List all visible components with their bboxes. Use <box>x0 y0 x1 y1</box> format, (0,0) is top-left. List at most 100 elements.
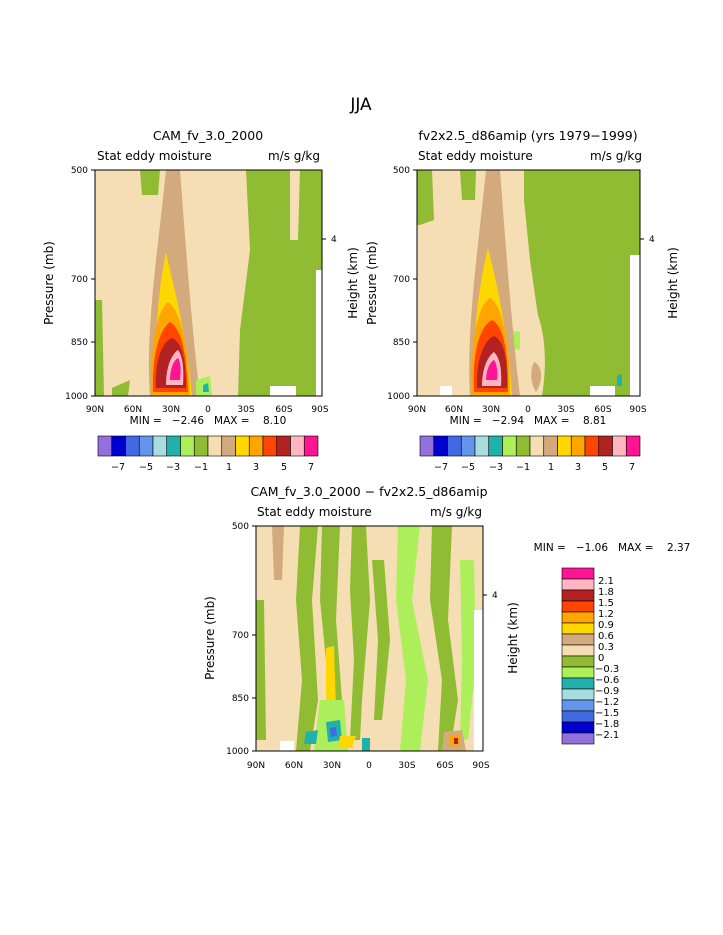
panel-3-xtick-4: 30S <box>398 761 415 771</box>
panel-2-units: m/s g/kg <box>590 149 642 163</box>
panel-3-y2tick-4: 4 <box>492 591 498 601</box>
panel-3-colorbar-swatch-1 <box>561 578 595 591</box>
panel-2-xtick-1: 60N <box>445 405 463 415</box>
panel-1-colorbar-swatch-13 <box>276 435 291 457</box>
panel-2-colorbar-swatch-8 <box>529 435 545 457</box>
panel-3-cbtick-1: 1.8 <box>598 587 614 598</box>
panel-1-cbtick-1: −5 <box>139 462 153 473</box>
panel-1-colorbar-swatch-15 <box>303 435 319 457</box>
panel-1-xtick-0: 90N <box>86 405 104 415</box>
panel-3-colorbar-swatch-6 <box>561 633 595 646</box>
panel-3-xtick-2: 30N <box>323 761 341 771</box>
panel-1-colorbar-swatch-2 <box>125 435 140 457</box>
panel-3-y-ticks: 500 700 850 1000 <box>226 522 256 757</box>
panel-1-units: m/s g/kg <box>268 149 320 163</box>
panel-3-stats: MIN = −1.06 MAX = 2.37 <box>534 542 691 554</box>
panel-3-right-label: Height (km) <box>506 602 520 673</box>
panel-2-ytick-1000: 1000 <box>387 392 410 402</box>
panel-2-x-ticks: 90N 60N 30N 0 30S 60S 90S <box>408 405 647 415</box>
panel-3-cbtick-0: 2.1 <box>598 576 614 587</box>
panel-3-xtick-1: 60N <box>285 761 303 771</box>
panel-1-ytick-1000: 1000 <box>65 392 88 402</box>
panel-1-stats: MIN = −2.46 MAX = 8.10 <box>130 415 287 427</box>
panel-3-ytick-700: 700 <box>232 631 249 641</box>
panel-3-colorbar-swatch-9 <box>561 666 595 679</box>
panel-1-colorbar-swatch-7 <box>193 435 209 457</box>
panel-1-colorbar <box>97 435 319 457</box>
panel-1-y-ticks: 500 700 850 1000 <box>65 166 95 402</box>
panel-3-ytick-1000: 1000 <box>226 747 249 757</box>
panel-1-ytick-700: 700 <box>71 275 88 285</box>
panel-2-colorbar-swatch-3 <box>460 435 476 457</box>
panel-3-xtick-5: 60S <box>436 761 453 771</box>
panel-2-colorbar-swatch-13 <box>598 435 613 457</box>
panel-3-cbtick-13: −1.8 <box>595 719 619 730</box>
panel-1-xtick-2: 30N <box>162 405 180 415</box>
panel-1-colorbar-swatch-5 <box>166 435 181 457</box>
panel-2-stats: MIN = −2.94 MAX = 8.81 <box>450 415 607 427</box>
panel-1-ytick-850: 850 <box>71 338 88 348</box>
panel-3-colorbar-swatch-10 <box>561 677 595 690</box>
panel-1-y2tick-4: 4 <box>331 235 337 245</box>
panel-2-left-label: Stat eddy moisture <box>418 149 533 163</box>
panel-2-cbtick-1: −5 <box>461 462 475 473</box>
panel-3-cbtick-7: 0 <box>598 653 604 664</box>
panel-3-cbtick-4: 0.9 <box>598 620 614 631</box>
panel-3-colorbar-swatch-15 <box>561 732 595 745</box>
panel-1-xtick-3: 0 <box>205 405 211 415</box>
panel-1-colorbar-swatch-3 <box>138 435 154 457</box>
panel-1-left-label: Stat eddy moisture <box>97 149 212 163</box>
panel-3-cbtick-3: 1.2 <box>598 609 614 620</box>
panel-3-xtick-3: 0 <box>366 761 372 771</box>
panel-3-ytick-500: 500 <box>232 522 249 532</box>
panel-3-colorbar <box>561 567 595 745</box>
panel-2-cbtick-5: 3 <box>575 462 581 473</box>
panel-1-ylabel: Pressure (mb) <box>42 241 56 325</box>
panel-3-cbtick-11: −1.2 <box>595 697 619 708</box>
panel-2-colorbar-swatch-14 <box>612 435 627 457</box>
panel-3-xtick-0: 90N <box>247 761 265 771</box>
panel-3-colorbar-ticks: 2.1 1.8 1.5 1.2 0.9 0.6 0.3 0 −0.3 −0.6 … <box>595 576 619 741</box>
panel-2-colorbar-ticks: −7 −5 −3 −1 1 3 5 7 <box>434 462 635 473</box>
panel-3-cbtick-2: 1.5 <box>598 598 614 609</box>
panel-3-ylabel: Pressure (mb) <box>203 596 217 680</box>
panel-2-cbtick-6: 5 <box>602 462 608 473</box>
panel-1-plot-area <box>94 169 323 397</box>
panel-2-cbtick-7: 7 <box>629 462 635 473</box>
panel-2-colorbar-swatch-2 <box>447 435 462 457</box>
panel-3-plot-area <box>255 525 484 752</box>
panel-3-cbtick-12: −1.5 <box>595 708 619 719</box>
panel-3-colorbar-swatch-0 <box>561 567 595 580</box>
panel-2-y2tick-4: 4 <box>649 235 655 245</box>
panel-3-left-label: Stat eddy moisture <box>257 505 372 519</box>
panel-1-colorbar-swatch-10 <box>235 435 250 457</box>
panel-2-cbtick-4: 1 <box>548 462 554 473</box>
panel-1-cbtick-2: −3 <box>166 462 180 473</box>
panel-3-cbtick-6: 0.3 <box>598 642 614 653</box>
panel-3-cbtick-8: −0.3 <box>595 664 619 675</box>
panel-3-y2-ticks: 4 <box>483 591 498 601</box>
panel-1-colorbar-swatch-9 <box>221 435 236 457</box>
panel-3-cbtick-5: 0.6 <box>598 631 614 642</box>
panel-2-xtick-3: 0 <box>525 405 531 415</box>
panel-2-colorbar-swatch-10 <box>557 435 572 457</box>
panel-3-title: CAM_fv_3.0_2000 − fv2x2.5_d86amip <box>250 484 487 499</box>
panel-3-units: m/s g/kg <box>430 505 482 519</box>
panel-1-xtick-1: 60N <box>124 405 142 415</box>
panel-1-colorbar-swatch-0 <box>97 435 113 457</box>
panel-2-xtick-0: 90N <box>408 405 426 415</box>
panel-2-xtick-5: 60S <box>594 405 611 415</box>
panel-1-ytick-500: 500 <box>71 166 88 176</box>
panel-1-contours <box>95 170 322 396</box>
page-title: JJA <box>349 95 372 115</box>
panel-3-colorbar-swatch-12 <box>561 699 595 712</box>
panel-3-cbtick-9: −0.6 <box>595 675 619 686</box>
panel-2-title: fv2x2.5_d86amip (yrs 1979−1999) <box>418 128 637 143</box>
panel-2-xtick-4: 30S <box>557 405 574 415</box>
panel-3-colorbar-swatch-13 <box>561 710 595 723</box>
panel-2-colorbar-swatch-11 <box>570 435 586 457</box>
panel-2-xtick-2: 30N <box>482 405 500 415</box>
panel-2-colorbar-swatch-15 <box>625 435 641 457</box>
panel-1-xtick-5: 60S <box>275 405 292 415</box>
